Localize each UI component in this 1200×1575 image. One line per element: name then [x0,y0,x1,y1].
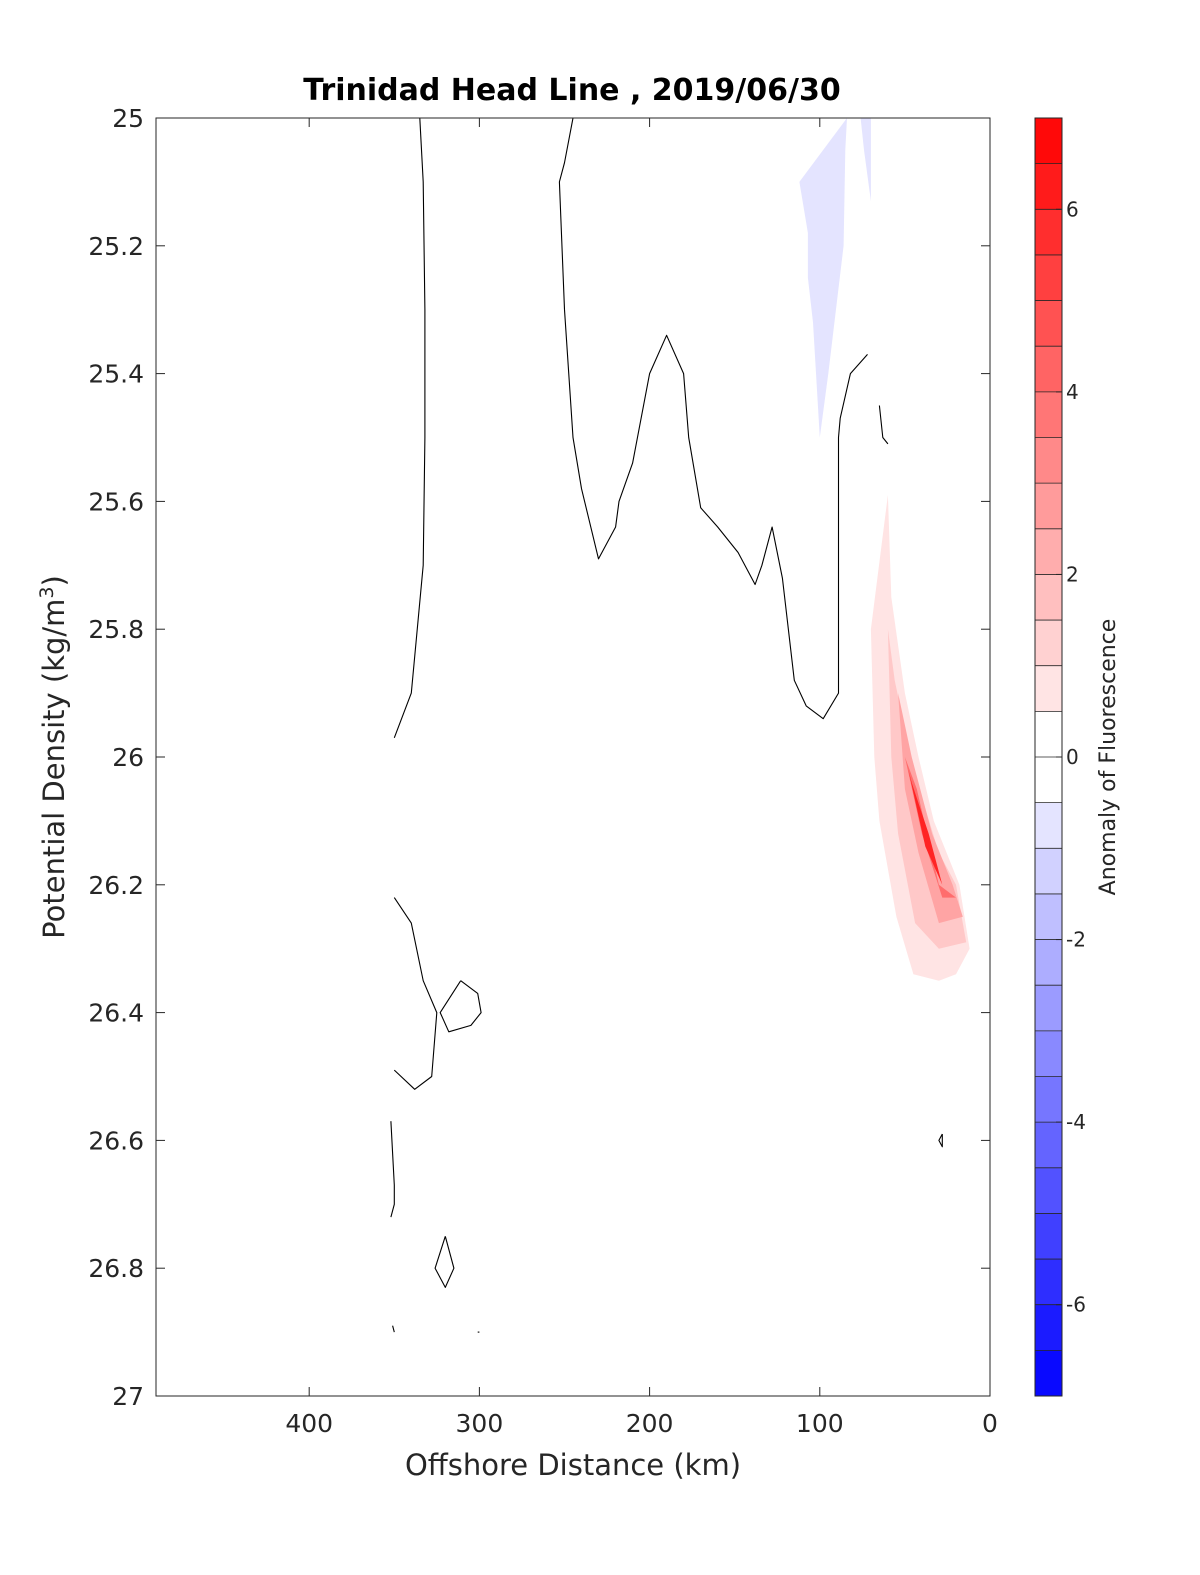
colorbar-bands [1035,118,1062,1397]
y-tick-label: 26.8 [88,1254,144,1283]
colorbar-tick-label: 6 [1066,197,1079,221]
y-tick-label: 25.2 [88,232,144,261]
filled-region-positive-anomaly-4 [904,757,956,898]
contour-line-5 [938,1133,943,1148]
colorbar-band [1035,757,1062,803]
filled-region-negative-anomaly [799,118,847,438]
colorbar-tick-label: 2 [1066,562,1079,586]
x-axis-title: Offshore Distance (km) [405,1448,741,1482]
colorbar-band [1035,1259,1062,1306]
colorbar-band [1035,346,1062,393]
contour-line-7 [434,1236,455,1288]
colorbar-tick-label: -2 [1066,928,1086,952]
colorbar-band [1035,254,1062,301]
colorbar-tick-label: -4 [1066,1110,1086,1134]
colorbar-band [1035,985,1062,1032]
y-axis: 25 25.2 25.4 25.6 25.8 26 26.2 26.4 26.6 26.8 27 [88,104,990,1411]
colorbar-band [1035,300,1062,347]
plot-area [155,117,991,1397]
y-axis-title: Potential Density (kg/m3) [36,575,71,939]
colorbar-band [1035,665,1062,712]
y-tick-label: 25.8 [88,615,144,644]
colorbar-tick-label: 0 [1066,745,1079,769]
colorbar-band [1035,1213,1062,1260]
contour-line-4 [439,980,482,1033]
x-axis: 400 300 200 100 0 [285,118,998,1438]
filled-contours [799,118,970,981]
colorbar-band [1035,939,1062,986]
contour-line-2 [878,405,889,445]
contour-line-8 [392,1325,395,1333]
contour-line-6 [390,1121,395,1218]
colorbar-band [1035,1030,1062,1077]
contour-line-1 [558,118,868,720]
filled-region-positive-anomaly-0.75 [870,495,970,981]
colorbar-band [1035,1167,1062,1214]
colorbar-band [1035,209,1062,256]
filled-region-positive-anomaly-1.5 [887,629,967,949]
colorbar-ticks: -6 -4 -2 0 2 4 6 [1056,197,1086,1317]
colorbar-band [1035,711,1062,758]
colorbar-band [1035,802,1062,849]
y-tick-label: 27 [112,1382,144,1411]
colorbar-band [1035,574,1062,621]
contour-lines [390,118,943,1333]
contour-line-3 [393,897,438,1090]
colorbar-tick-label: 4 [1066,380,1079,404]
colorbar-band [1035,620,1062,667]
contour-line-0 [393,118,426,738]
x-tick-label: 300 [456,1409,504,1438]
colorbar-band [1035,483,1062,530]
y-axis-title-sup: 3 [36,586,58,598]
x-tick-label: 200 [626,1409,674,1438]
colorbar: -6 -4 -2 0 2 4 6 [1034,117,1086,1397]
colorbar-band [1035,1076,1062,1123]
y-tick-label: 25 [112,104,144,133]
colorbar-band [1035,893,1062,940]
colorbar-band [1035,437,1062,484]
y-tick-label: 26.2 [88,871,144,900]
y-axis-title-main: Potential Density (kg/m [37,599,71,939]
y-tick-label: 26.4 [88,999,144,1028]
filled-region-positive-anomaly-6 [908,769,943,885]
colorbar-title: Anomaly of Fluorescence [1096,619,1121,896]
colorbar-band [1035,1122,1062,1169]
colorbar-band [1035,1304,1062,1351]
y-tick-label: 25.4 [88,360,144,389]
colorbar-tick-label: -6 [1066,1293,1086,1317]
x-tick-label: 100 [796,1409,844,1438]
colorbar-band [1035,163,1062,210]
y-tick-label: 26.6 [88,1126,144,1155]
y-axis-title-end: ) [37,575,71,586]
x-tick-label: 0 [982,1409,998,1438]
y-tick-label: 26 [112,743,144,772]
filled-region-negative-anomaly-small [860,118,871,202]
colorbar-band [1035,848,1062,895]
x-tick-label: 400 [285,1409,333,1438]
colorbar-band [1035,118,1062,164]
colorbar-band [1035,391,1062,438]
y-tick-label: 25.6 [88,487,144,516]
filled-region-positive-anomaly-2.5 [898,693,963,924]
colorbar-band [1035,1350,1062,1397]
chart-title: Trinidad Head Line , 2019/06/30 [303,73,840,108]
colorbar-band [1035,528,1062,575]
